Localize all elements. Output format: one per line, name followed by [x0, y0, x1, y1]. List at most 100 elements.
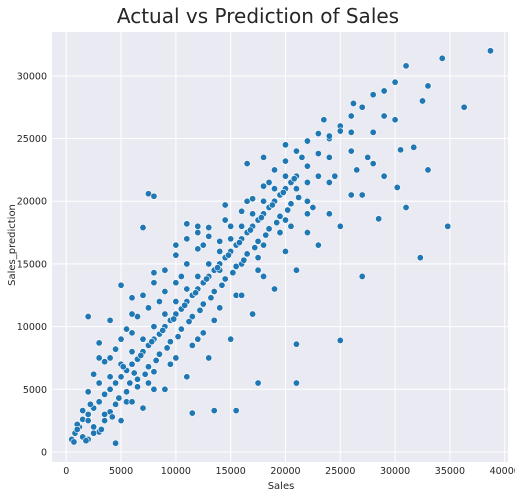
x-tick-label: 15000: [216, 466, 246, 477]
data-point: [141, 370, 149, 378]
data-point: [194, 229, 202, 237]
x-tick-label: 35000: [435, 466, 465, 477]
data-point: [95, 339, 103, 347]
data-point: [139, 224, 147, 232]
data-point: [257, 214, 265, 222]
y-tick-label: 5000: [23, 385, 47, 396]
data-point: [166, 360, 174, 368]
data-point: [460, 103, 468, 111]
data-point: [238, 222, 246, 230]
data-point: [172, 298, 180, 306]
data-point: [240, 256, 248, 264]
data-point: [117, 335, 125, 343]
data-point: [183, 285, 191, 293]
data-point: [331, 172, 339, 180]
data-point: [265, 225, 273, 233]
data-point: [224, 251, 232, 259]
data-point: [281, 141, 289, 149]
data-point: [128, 348, 136, 356]
data-point: [281, 157, 289, 165]
data-point: [207, 294, 215, 302]
data-point: [254, 254, 262, 262]
data-point: [203, 275, 211, 283]
data-point: [210, 316, 218, 324]
data-point: [106, 385, 114, 393]
data-point: [128, 310, 136, 318]
data-point: [243, 160, 251, 168]
data-point: [205, 260, 213, 268]
data-point: [444, 222, 452, 230]
data-point: [139, 335, 147, 343]
data-point: [148, 338, 156, 346]
data-point: [281, 172, 289, 180]
data-point: [183, 260, 191, 268]
data-point: [199, 300, 207, 308]
data-point: [170, 315, 178, 323]
data-point: [128, 329, 136, 337]
data-point: [380, 172, 388, 180]
data-point: [235, 239, 243, 247]
data-point: [130, 369, 138, 377]
data-point: [205, 224, 213, 232]
data-point: [95, 398, 103, 406]
data-point: [144, 363, 152, 371]
data-point: [232, 407, 240, 415]
data-point: [70, 438, 78, 446]
data-point: [90, 423, 98, 431]
x-tick-label: 25000: [325, 466, 355, 477]
data-point: [273, 219, 281, 227]
data-point: [314, 150, 322, 158]
data-point: [271, 166, 279, 174]
data-point: [115, 394, 123, 402]
x-tick-label: 30000: [380, 466, 410, 477]
data-point: [112, 345, 120, 353]
data-point: [134, 375, 142, 383]
data-point: [216, 237, 224, 245]
y-axis-label: Sales_prediction: [7, 204, 18, 286]
data-point: [106, 316, 114, 324]
data-point: [418, 97, 426, 105]
data-point: [144, 304, 152, 312]
data-point: [347, 128, 355, 136]
data-point: [161, 288, 169, 296]
data-point: [161, 310, 169, 318]
data-point: [347, 147, 355, 155]
data-point: [325, 210, 333, 218]
data-point: [177, 272, 185, 280]
data-point: [101, 417, 109, 425]
data-point: [249, 210, 257, 218]
data-point: [163, 344, 171, 352]
data-point: [320, 116, 328, 124]
data-point: [106, 354, 114, 362]
data-point: [79, 407, 87, 415]
data-point: [284, 206, 292, 214]
data-point: [347, 112, 355, 120]
data-point: [188, 409, 196, 417]
data-point: [95, 379, 103, 387]
data-point: [369, 91, 377, 99]
data-point: [216, 247, 224, 255]
data-point: [216, 304, 224, 312]
data-point: [287, 200, 295, 208]
data-point: [205, 354, 213, 362]
data-point: [128, 360, 136, 368]
data-point: [150, 269, 158, 277]
data-point: [249, 195, 257, 203]
data-point: [117, 281, 125, 289]
data-point: [303, 137, 311, 145]
data-point: [172, 241, 180, 249]
data-point: [424, 166, 432, 174]
data-point: [150, 368, 158, 376]
data-point: [194, 222, 202, 230]
data-point: [292, 147, 300, 155]
data-point: [227, 235, 235, 243]
data-point: [292, 266, 300, 274]
data-point: [292, 379, 300, 387]
data-point: [199, 329, 207, 337]
data-point: [117, 417, 125, 425]
data-point: [314, 241, 322, 249]
data-point: [262, 231, 270, 239]
data-point: [325, 178, 333, 186]
data-point: [150, 323, 158, 331]
data-point: [265, 178, 273, 186]
